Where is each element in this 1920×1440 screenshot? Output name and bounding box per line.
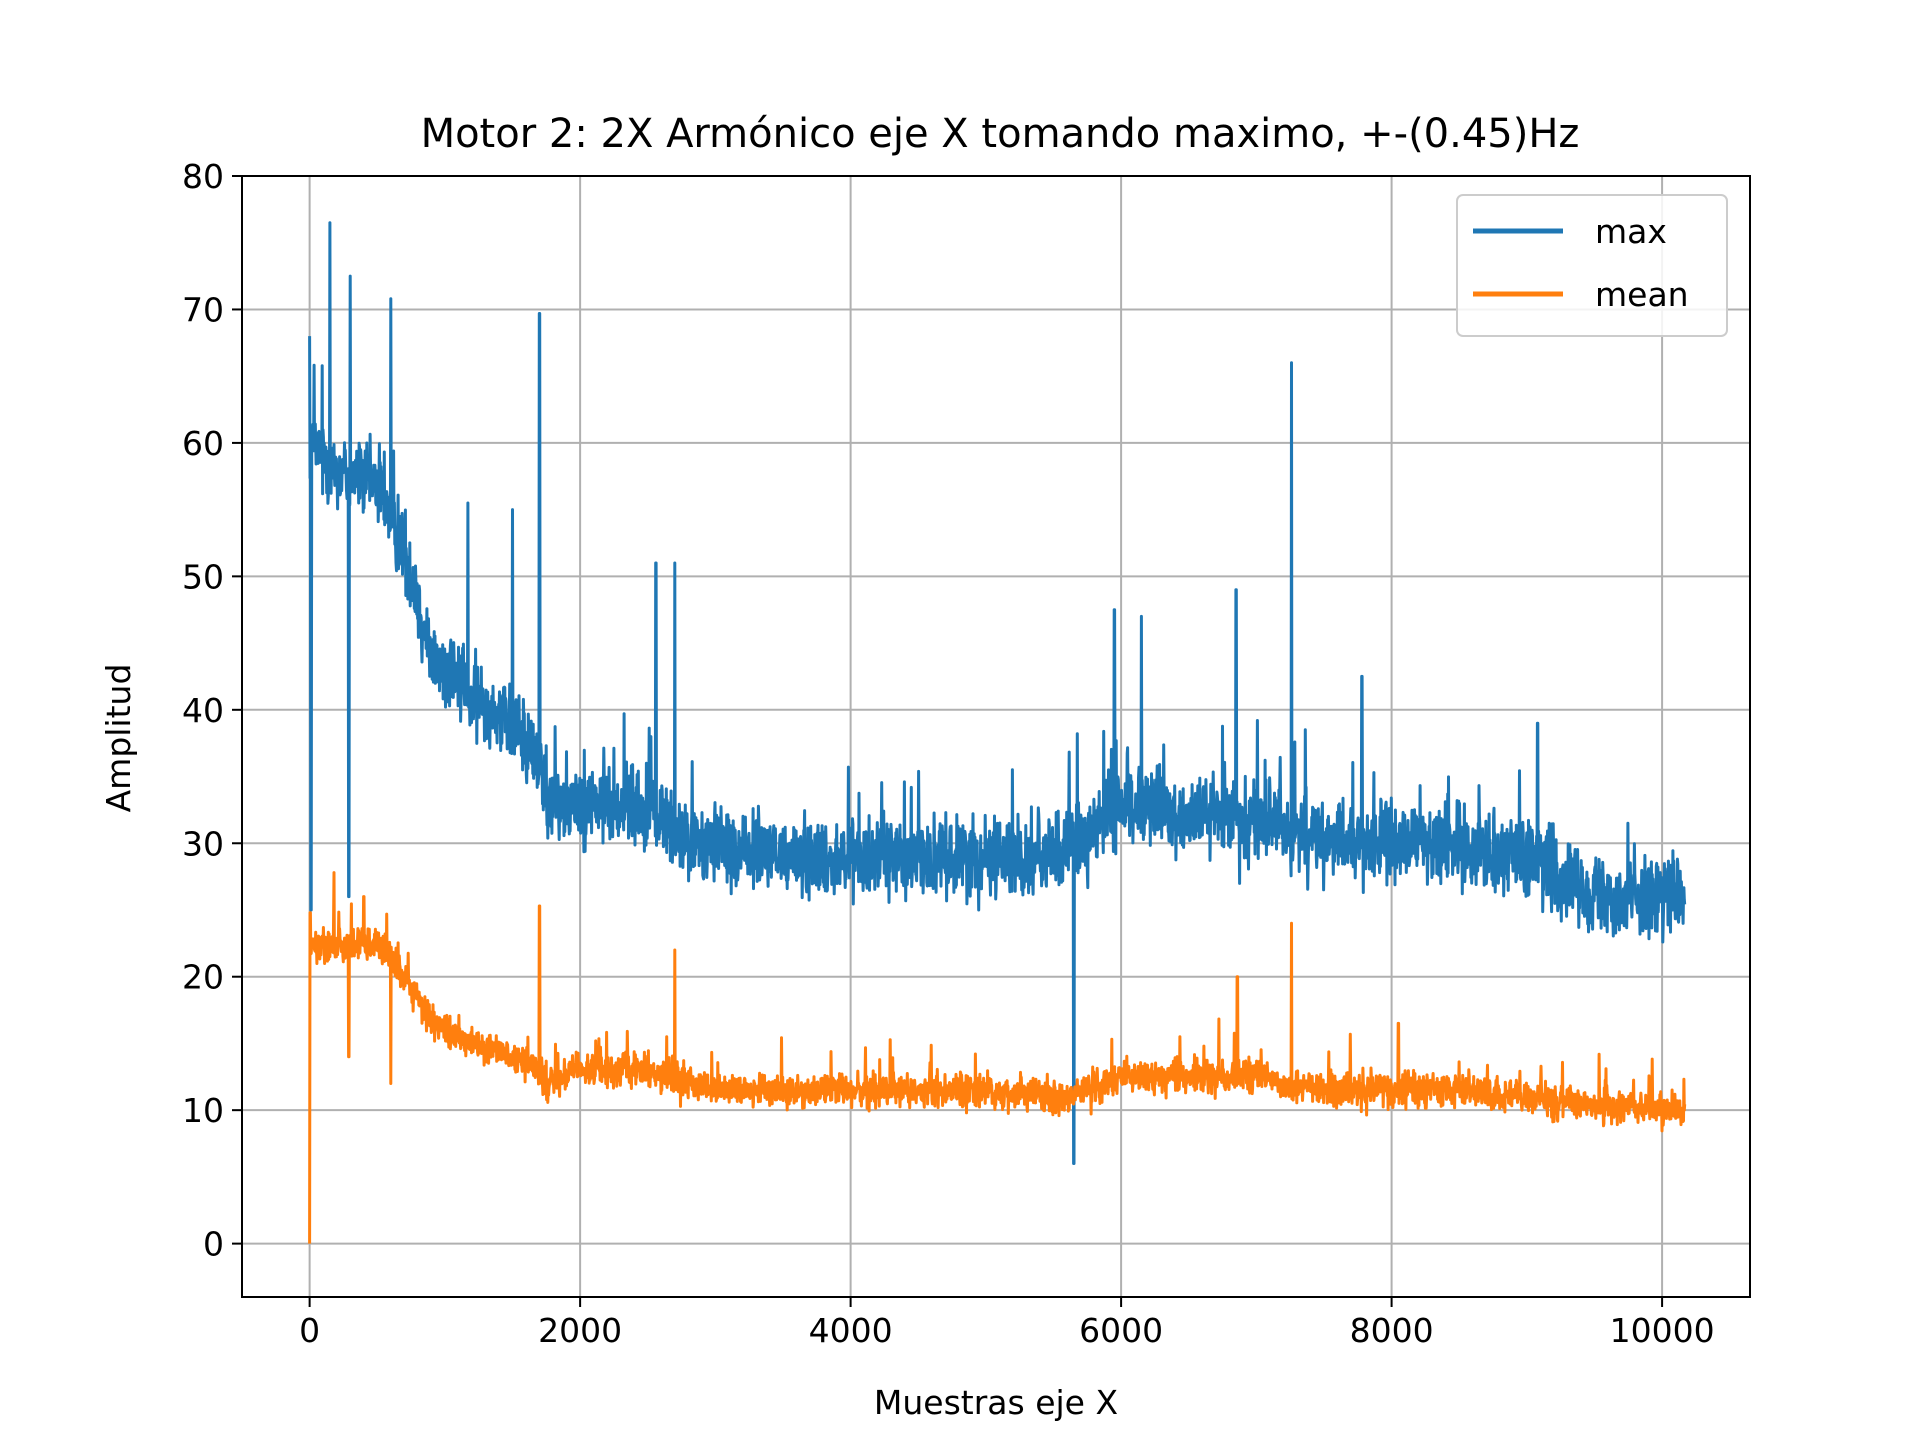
legend: max mean: [1456, 194, 1728, 337]
y-tick-label: 80: [182, 157, 224, 196]
legend-label-max: max: [1595, 212, 1667, 251]
y-tick-label: 40: [182, 691, 224, 730]
x-tick-label: 8000: [1350, 1311, 1434, 1350]
y-axis-ticks: 0 10 20 30 40 50 60 70 80: [182, 157, 242, 1264]
legend-box: [1456, 194, 1728, 337]
x-axis-ticks: 0 2000 4000 6000 8000 10000: [299, 1297, 1715, 1350]
series-layer: [308, 221, 1687, 1244]
y-tick-label: 0: [203, 1225, 224, 1264]
y-tick-label: 70: [182, 290, 224, 329]
x-tick-label: 4000: [809, 1311, 893, 1350]
y-tick-label: 10: [182, 1091, 224, 1130]
plot-frame: [241, 175, 1751, 1298]
legend-label-mean: mean: [1595, 275, 1689, 314]
x-tick-label: 0: [299, 1311, 320, 1350]
y-tick-label: 50: [182, 557, 224, 596]
y-tick-label: 30: [182, 824, 224, 863]
series-line-mean: [308, 871, 1687, 1244]
x-tick-label: 2000: [538, 1311, 622, 1350]
y-tick-label: 20: [182, 958, 224, 997]
x-tick-label: 6000: [1079, 1311, 1163, 1350]
x-axis-label: Muestras eje X: [874, 1383, 1118, 1422]
y-tick-label: 60: [182, 424, 224, 463]
x-tick-label: 10000: [1610, 1311, 1715, 1350]
series-line-max: [308, 221, 1687, 1165]
y-axis-label: Amplitud: [99, 664, 138, 813]
chart-title: Motor 2: 2X Armónico eje X tomando maxim…: [421, 111, 1580, 157]
